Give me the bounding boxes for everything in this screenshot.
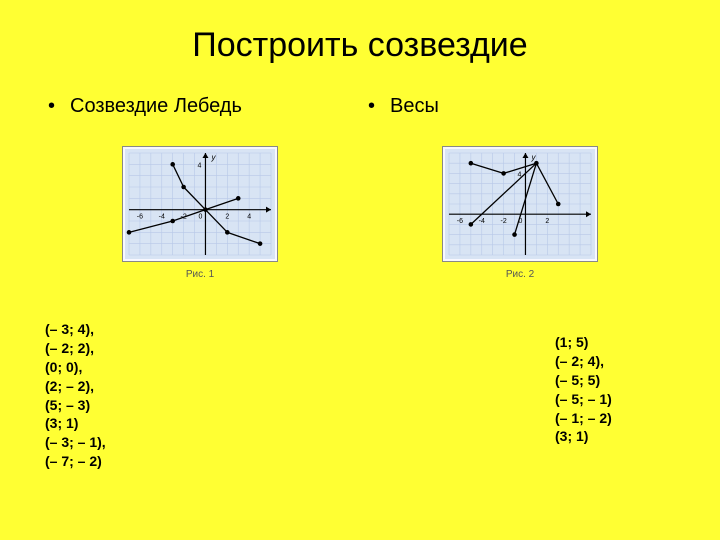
page-title: Построить созвездие — [0, 0, 720, 65]
svg-text:-6: -6 — [137, 214, 143, 221]
coord-line: (– 2; 4), — [555, 352, 612, 371]
col-right: Весы -6-4-2240y Рис. 2 — [360, 95, 680, 280]
svg-text:4: 4 — [198, 162, 202, 169]
svg-text:-4: -4 — [479, 218, 485, 225]
coord-line: (0; 0), — [45, 358, 106, 377]
coord-line: (3; 1) — [555, 427, 612, 446]
coord-line: (3; 1) — [45, 414, 106, 433]
caption-right: Рис. 2 — [360, 269, 680, 280]
coord-line: (– 5; – 1) — [555, 390, 612, 409]
chart-left: -6-4-22440y — [125, 149, 275, 259]
coord-line: (– 3; 4), — [45, 320, 106, 339]
subtitle-right: Весы — [360, 95, 680, 118]
coord-line: (– 1; – 2) — [555, 409, 612, 428]
svg-text:-6: -6 — [457, 218, 463, 225]
coord-line: (– 2; 2), — [45, 339, 106, 358]
coords-right: (1; 5)(– 2; 4),(– 5; 5)(– 5; – 1)(– 1; –… — [555, 333, 612, 446]
svg-text:2: 2 — [545, 218, 549, 225]
chart-right: -6-4-2240y — [445, 149, 595, 259]
svg-text:-4: -4 — [159, 214, 165, 221]
svg-text:4: 4 — [247, 214, 251, 221]
svg-text:-2: -2 — [500, 218, 506, 225]
chart-frame-right: -6-4-2240y — [442, 146, 598, 262]
coord-line: (– 7; – 2) — [45, 452, 106, 471]
svg-text:0: 0 — [199, 214, 203, 221]
subtitle-left: Созвездие Лебедь — [40, 95, 360, 118]
columns: Созвездие Лебедь -6-4-22440y Рис. 1 Весы… — [0, 65, 720, 280]
chart-wrap-left: -6-4-22440y Рис. 1 — [40, 146, 360, 280]
chart-frame-left: -6-4-22440y — [122, 146, 278, 262]
coord-line: (– 3; – 1), — [45, 433, 106, 452]
svg-text:2: 2 — [225, 214, 229, 221]
coord-line: (2; – 2), — [45, 377, 106, 396]
coords-left: (– 3; 4),(– 2; 2),(0; 0),(2; – 2),(5; – … — [45, 320, 106, 471]
coord-line: (– 5; 5) — [555, 371, 612, 390]
caption-left: Рис. 1 — [40, 269, 360, 280]
chart-wrap-right: -6-4-2240y Рис. 2 — [360, 146, 680, 280]
col-left: Созвездие Лебедь -6-4-22440y Рис. 1 — [40, 95, 360, 280]
coord-line: (1; 5) — [555, 333, 612, 352]
coord-line: (5; – 3) — [45, 396, 106, 415]
